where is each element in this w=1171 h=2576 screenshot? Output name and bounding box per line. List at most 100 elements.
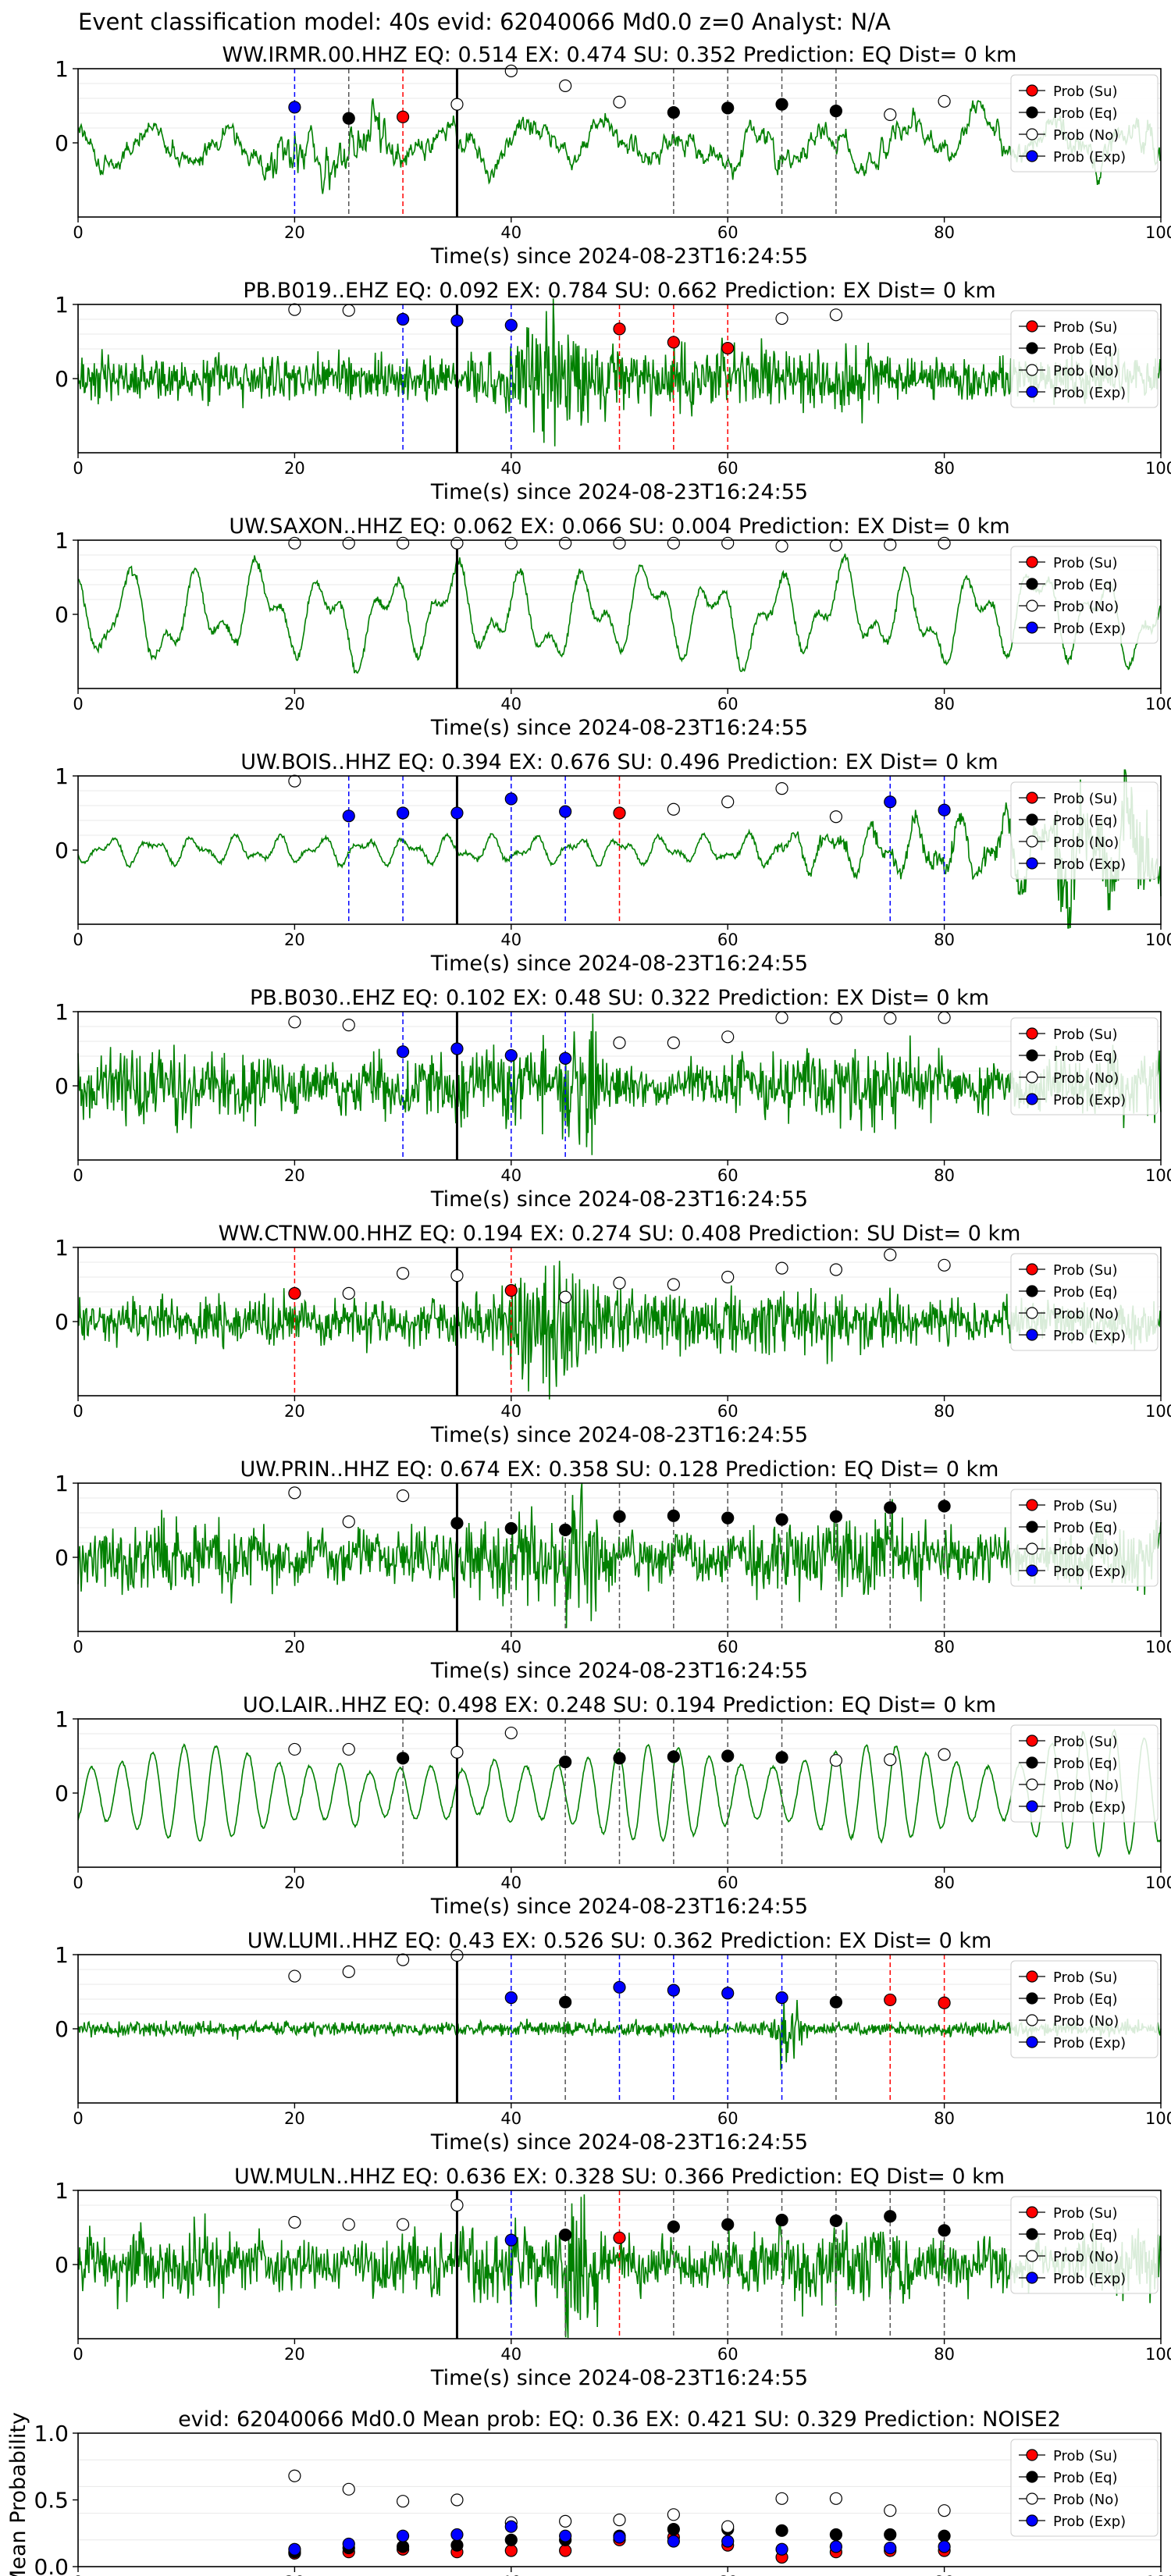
prob-marker-eq [342,112,355,125]
station-panel-4: UW.BOIS..HHZ EQ: 0.394 EX: 0.676 SU: 0.4… [55,750,1171,976]
legend-box [1010,1960,1159,2058]
legend-box [1010,310,1159,408]
prob-marker-exp [504,1048,518,1062]
y-tick-label: 1 [55,292,69,318]
mean-prob-marker-exp [829,2540,843,2553]
prob-marker-no [288,1742,301,1756]
legend-marker-no [1026,2014,1038,2026]
mean-prob-marker-no [938,2504,951,2517]
legend-marker-su [1026,1263,1038,1276]
legend-marker-no [1026,1307,1038,1319]
legend-label: Prob (Exp) [1053,621,1126,637]
x-tick-label: 80 [934,2345,955,2364]
x-tick-label: 100 [1145,1873,1171,1892]
legend-label: Prob (Su) [1053,2448,1118,2464]
legend-label: Prob (Su) [1053,555,1118,571]
x-tick-label: 0 [73,1638,83,1656]
x-tick-label: 100 [1145,2109,1171,2128]
mean-prob-marker-exp [667,2535,680,2548]
legend-label: Prob (No) [1053,834,1119,851]
x-tick-label: 20 [284,2345,305,2364]
prob-marker-su [504,1283,518,1297]
x-tick-label: 80 [934,1873,955,1892]
prob-marker-eq [667,1509,680,1522]
prob-marker-eq [504,1521,518,1535]
legend-marker-su [1026,556,1038,568]
station-panel-9: UW.LUMI..HHZ EQ: 0.43 EX: 0.526 SU: 0.36… [55,1929,1171,2154]
legend-label: Prob (Su) [1053,1498,1118,1514]
prob-marker-eq [667,1750,680,1763]
prob-marker-no [613,1036,626,1050]
legend-marker-eq [1026,2228,1038,2240]
prob-marker-no [450,2198,464,2212]
x-tick-label: 40 [500,695,521,713]
y-tick-label: 1 [55,2178,69,2204]
mean-prob-marker-no [450,2493,464,2507]
x-tick-label: 40 [500,2573,521,2576]
prob-marker-su [613,806,626,820]
prob-marker-no [450,98,464,111]
prob-marker-eq [613,1510,626,1523]
prob-marker-eq [721,2218,735,2231]
y-tick-label: 0 [55,2016,69,2042]
prob-marker-no [884,1012,897,1025]
mean-prob-marker-su [504,2544,518,2557]
legend-marker-su [1026,1027,1038,1040]
prob-marker-no [396,2218,410,2231]
prob-marker-no [342,1742,355,1756]
legend-marker-no [1026,128,1038,141]
x-tick-label: 20 [284,459,305,478]
station-panel-8: UO.LAIR..HHZ EQ: 0.498 EX: 0.248 SU: 0.1… [55,1693,1171,1919]
x-axis-label: Time(s) since 2024-08-23T16:24:55 [430,244,808,269]
prob-marker-no [342,536,355,550]
legend-marker-exp [1026,2514,1038,2527]
x-tick-label: 60 [717,2345,739,2364]
legend-marker-eq [1026,1756,1038,1769]
prob-marker-exp [504,1991,518,2005]
x-tick-label: 100 [1145,459,1171,478]
legend-label: Prob (No) [1053,127,1119,144]
x-tick-label: 20 [284,1638,305,1656]
prob-marker-eq [775,98,788,111]
x-tick-label: 20 [284,1402,305,1421]
prob-marker-no [396,1489,410,1503]
prob-marker-eq [721,101,735,115]
legend-label: Prob (Exp) [1053,2514,1126,2530]
prob-marker-eq [667,2220,680,2233]
mean-prob-marker-no [559,2514,572,2528]
legend-marker-exp [1026,621,1038,634]
legend-marker-no [1026,1778,1038,1791]
legend-label: Prob (Exp) [1053,385,1126,401]
legend-label: Prob (No) [1053,1777,1119,1794]
legend-marker-eq [1026,1049,1038,1062]
y-tick-label: 0 [55,130,69,156]
prob-marker-exp [613,1980,626,1994]
prob-marker-no [559,1290,572,1304]
figure-title: Event classification model: 40s evid: 62… [78,9,891,35]
prob-marker-exp [396,1045,410,1059]
prob-marker-no [775,539,788,553]
prob-marker-no [288,774,301,788]
prob-marker-eq [938,2224,951,2237]
x-tick-label: 0 [73,1873,83,1892]
panel-title: WW.CTNW.00.HHZ EQ: 0.194 EX: 0.274 SU: 0… [219,1222,1021,1246]
legend-marker-eq [1026,2471,1038,2483]
legend-marker-eq [1026,1992,1038,2005]
prob-marker-no [288,1969,301,1983]
prob-marker-no [667,536,680,550]
mean-prob-marker-eq [450,2539,464,2552]
prob-marker-no [829,810,843,824]
legend-marker-exp [1026,857,1038,870]
mean-prob-marker-eq [667,2523,680,2536]
x-tick-label: 100 [1145,1638,1171,1656]
prob-marker-no [288,1486,301,1500]
legend-marker-exp [1026,1800,1038,1813]
y-axis-label: Mean Probability [6,2412,30,2576]
mean-prob-marker-no [884,2504,897,2517]
x-tick-label: 60 [717,1638,739,1656]
mean-prob-marker-eq [504,2533,518,2546]
legend-marker-exp [1026,2036,1038,2048]
prob-marker-no [829,539,843,552]
panel-title: UW.LUMI..HHZ EQ: 0.43 EX: 0.526 SU: 0.36… [247,1929,992,1953]
y-tick-label: 0 [55,2252,69,2278]
